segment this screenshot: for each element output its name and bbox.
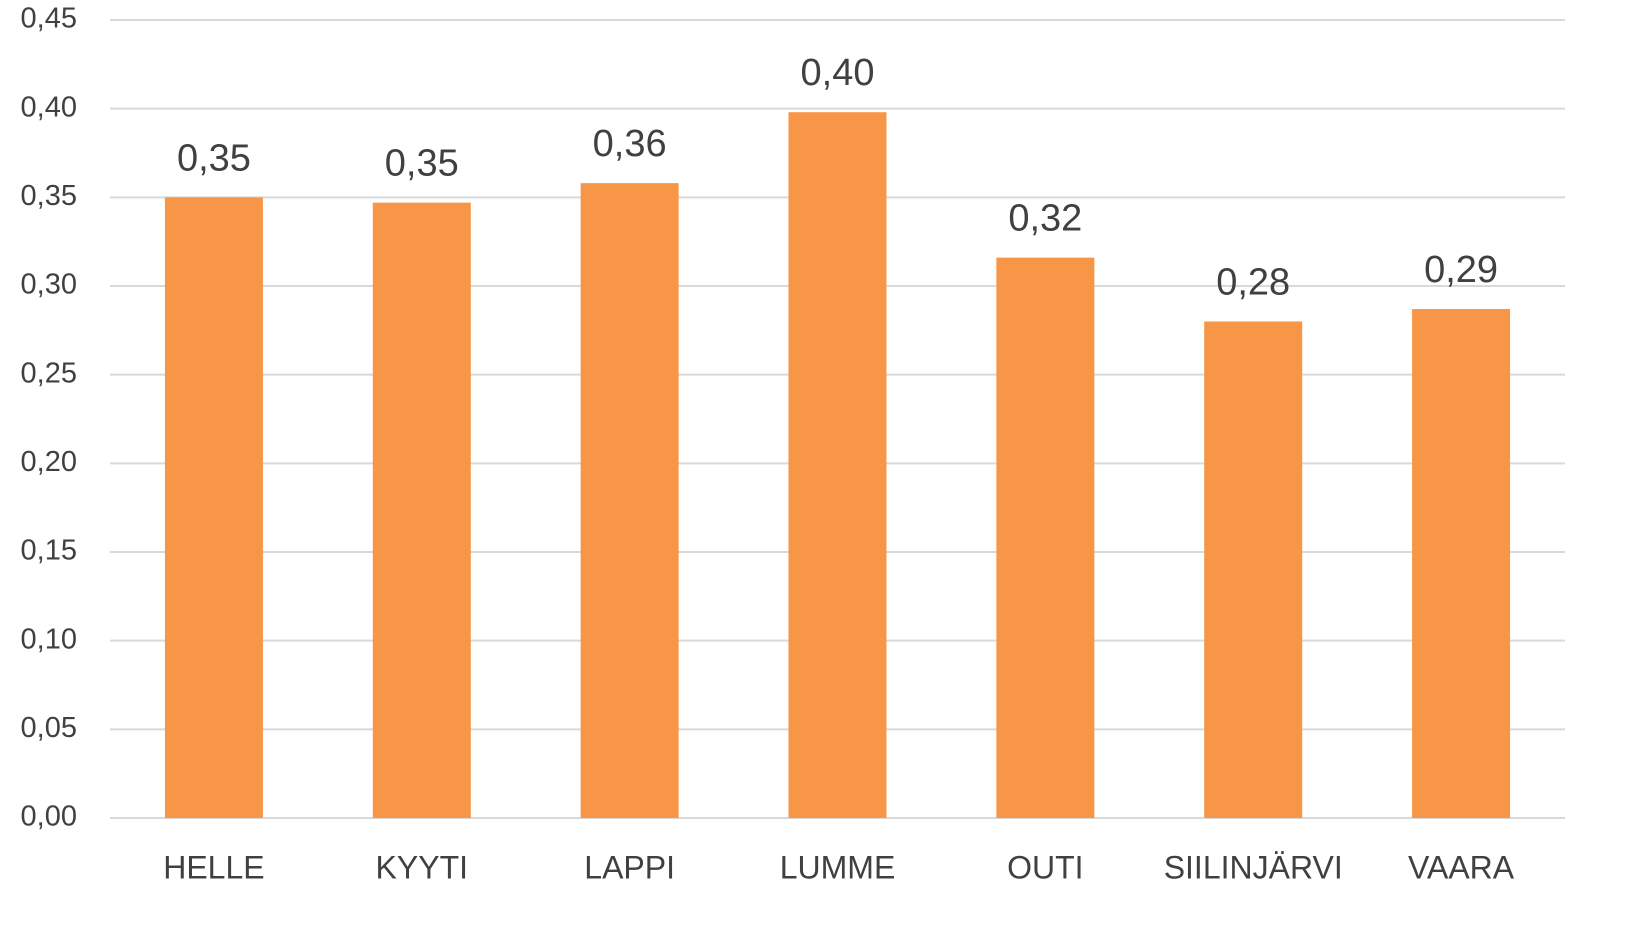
data-label: 0,36 [593,123,667,165]
data-label: 0,28 [1216,261,1290,303]
x-tick-label: HELLE [163,849,264,885]
y-tick-label: 0,15 [21,535,77,567]
data-label: 0,35 [385,143,459,185]
x-tick-label: LAPPI [584,849,675,885]
y-tick-label: 0,45 [21,3,77,35]
bar [372,202,471,819]
bar [1204,321,1303,818]
y-tick-label: 0,20 [21,446,77,478]
bar [996,257,1095,818]
x-tick-label: LUMME [780,849,896,885]
x-tick-label: KYYTI [376,849,468,885]
y-tick-label: 0,10 [21,623,77,655]
data-label: 0,32 [1008,198,1082,240]
x-tick-label: VAARA [1408,849,1515,885]
bar [1412,309,1511,818]
y-tick-label: 0,00 [21,801,77,833]
y-tick-label: 0,25 [21,357,77,389]
data-label: 0,35 [177,137,251,179]
y-tick-label: 0,30 [21,269,77,301]
x-tick-label: SIILINJÄRVI [1164,849,1343,885]
y-tick-label: 0,35 [21,180,77,212]
bar [788,112,887,819]
bar [164,197,263,819]
data-label: 0,40 [801,52,875,94]
bar [580,183,679,818]
data-label: 0,29 [1424,249,1498,291]
y-tick-label: 0,40 [21,91,77,123]
x-tick-label: OUTI [1007,849,1083,885]
y-tick-label: 0,05 [21,712,77,744]
